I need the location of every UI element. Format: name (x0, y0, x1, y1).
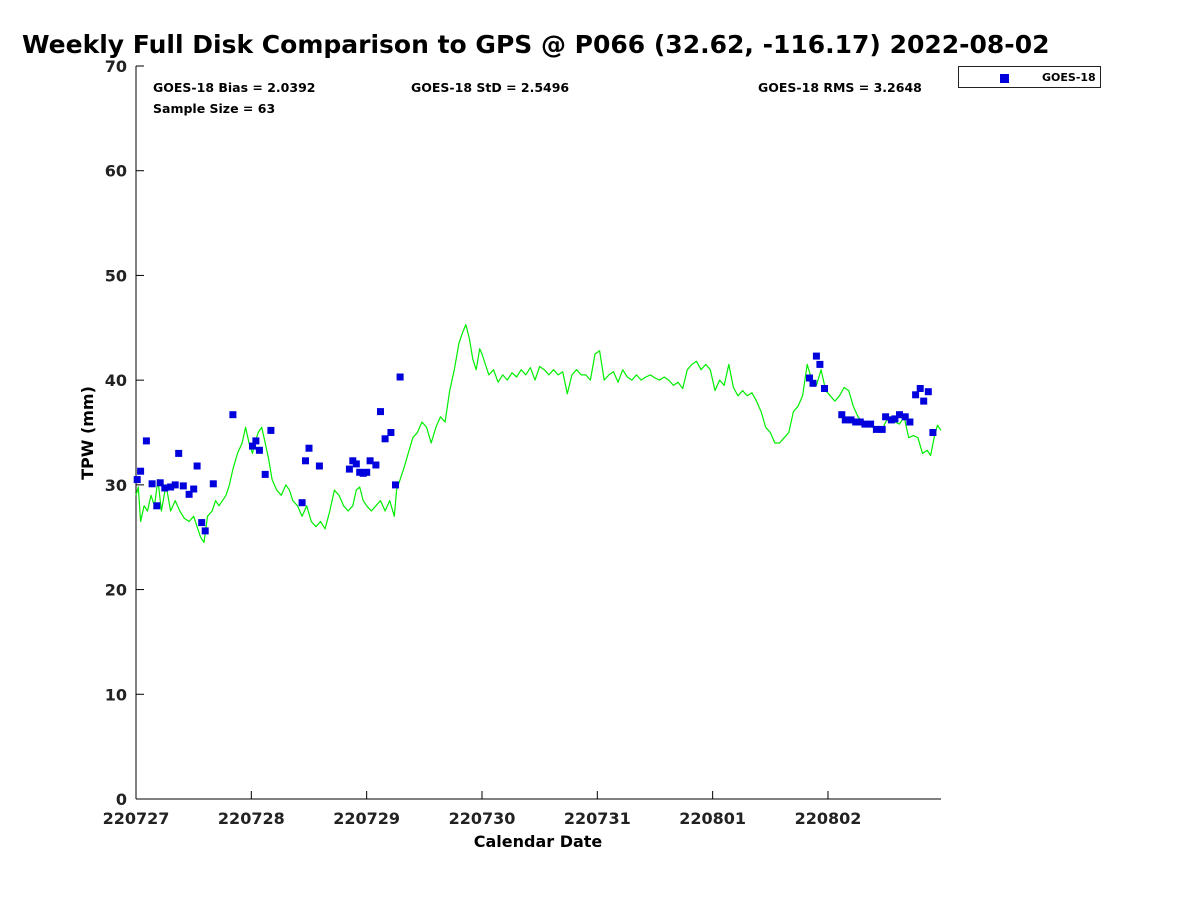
goes-18-point (345, 465, 353, 473)
goes-18-point (896, 411, 903, 419)
goes-18-point (190, 485, 198, 493)
goes-18-point (185, 490, 193, 498)
goes-18-point (924, 388, 932, 396)
chart-title: Weekly Full Disk Comparison to GPS @ P06… (22, 30, 1050, 59)
goes-18-point (249, 442, 256, 450)
goes-18-point (867, 420, 875, 428)
goes-18-point (261, 470, 269, 478)
x-tick-label: 220727 (103, 809, 170, 828)
goes-18-point (901, 413, 909, 421)
sample-size-stat: Sample Size = 63 (153, 101, 276, 116)
goes-18-point (302, 457, 309, 465)
legend: GOES-18 (958, 66, 1101, 88)
goes-18-point (148, 480, 156, 488)
goes-18-point (133, 476, 141, 484)
goes-18-point (255, 446, 263, 454)
goes-18-point (179, 482, 187, 490)
y-tick-label: 70 (105, 57, 127, 76)
y-tick-label: 20 (105, 581, 127, 600)
std-stat: GOES-18 StD = 2.5496 (411, 80, 570, 95)
goes-18-point (847, 416, 855, 424)
goes-18-point (806, 374, 813, 382)
goes-18-point (912, 391, 920, 399)
bias-stat: GOES-18 Bias = 2.0392 (153, 80, 316, 95)
goes-18-point (882, 413, 890, 421)
goes-18-series (133, 352, 937, 535)
x-tick-label: 220730 (449, 809, 516, 828)
goes-18-point (916, 385, 924, 392)
goes-18-point (153, 502, 161, 510)
goes-18-point (872, 425, 880, 433)
goes-18-point (812, 352, 820, 360)
goes-18-point (315, 462, 323, 470)
goes-18-point (142, 437, 150, 445)
goes-18-point (137, 467, 145, 475)
x-tick-label: 220802 (795, 809, 862, 828)
goes-18-point (298, 499, 306, 507)
gps-series (135, 324, 942, 544)
goes-18-point (372, 461, 380, 469)
goes-18-point (906, 418, 914, 426)
y-tick-label: 0 (116, 790, 127, 809)
goes-18-point (305, 444, 313, 452)
y-axis-label: TPW (mm) (78, 386, 97, 480)
x-axis-label: Calendar Date (474, 832, 603, 851)
goes-18-point (841, 416, 849, 424)
goes-18-point (920, 397, 928, 405)
goes-18-point (852, 418, 860, 426)
goes-18-point (392, 481, 399, 489)
goes-18-point (816, 360, 824, 368)
goes-18-point (363, 468, 371, 476)
goes-18-point (267, 426, 275, 434)
x-tick-label: 220728 (218, 809, 285, 828)
goes-18-point (252, 437, 260, 445)
goes-18-point (878, 425, 886, 433)
goes-18-point (929, 429, 937, 436)
y-tick-label: 60 (105, 162, 127, 181)
goes-18-point (229, 411, 237, 419)
x-tick-label: 220731 (564, 809, 631, 828)
goes-18-point (167, 483, 175, 491)
legend-label-goes-18: GOES-18 (1042, 71, 1096, 84)
goes-18-point (377, 408, 384, 416)
goes-18-point (161, 484, 169, 492)
y-tick-label: 50 (105, 266, 127, 285)
goes-18-point (352, 460, 360, 468)
legend-marker-goes-18 (1000, 74, 1009, 83)
x-tick-label: 220801 (679, 809, 746, 828)
goes-18-point (838, 411, 846, 419)
goes-18-point (209, 480, 217, 488)
goes-18-point (856, 418, 864, 426)
goes-18-point (809, 379, 817, 387)
y-tick-label: 10 (105, 685, 127, 704)
goes-18-point (198, 519, 206, 527)
y-tick-label: 40 (105, 371, 127, 390)
x-tick-label: 220729 (333, 809, 400, 828)
goes-18-point (381, 435, 389, 443)
goes-18-point (821, 385, 828, 392)
goes-18-point (201, 527, 209, 535)
gps-line (135, 324, 942, 544)
goes-18-point (366, 457, 374, 465)
axes: 0 10 20 30 40 50 60 70 220727 220728 220729 220730 2… (103, 57, 941, 828)
goes-18-point (396, 373, 404, 381)
goes-18-point (175, 449, 183, 457)
goes-18-point (193, 462, 201, 470)
rms-stat: GOES-18 RMS = 3.2648 (758, 80, 922, 95)
goes-18-point (171, 481, 179, 489)
y-tick-label: 30 (105, 476, 127, 495)
goes-18-point (387, 429, 395, 436)
goes-18-point (861, 420, 869, 428)
goes-18-point (156, 479, 164, 487)
goes-18-point (891, 415, 899, 423)
